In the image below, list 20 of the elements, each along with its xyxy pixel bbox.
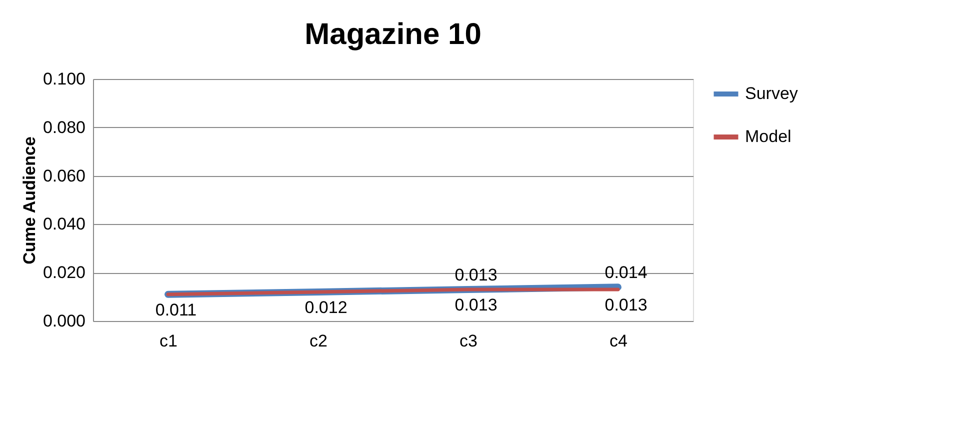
y-tick-label: 0.040 bbox=[42, 214, 86, 234]
y-tick-label: 0.020 bbox=[42, 263, 86, 282]
legend-label: Survey bbox=[745, 84, 798, 103]
y-tick-label: 0.100 bbox=[42, 70, 86, 88]
legend-label: Model bbox=[745, 127, 792, 146]
data-label: 0.013 bbox=[604, 296, 648, 315]
data-label: 0.014 bbox=[604, 263, 648, 282]
data-label: 0.013 bbox=[454, 296, 498, 315]
chart-title: Magazine 10 bbox=[304, 18, 482, 51]
data-label: 0.012 bbox=[304, 298, 348, 317]
y-tick-label: 0.080 bbox=[42, 118, 86, 137]
y-axis-title: Cume Audience bbox=[20, 136, 39, 264]
x-tick-label: c4 bbox=[610, 332, 628, 350]
data-label: 0.011 bbox=[155, 300, 197, 320]
x-tick-label: c1 bbox=[160, 332, 178, 350]
y-tick-label: 0.000 bbox=[42, 312, 86, 330]
y-tick-label: 0.060 bbox=[42, 166, 86, 186]
data-label: 0.013 bbox=[454, 266, 498, 285]
x-tick-label: c2 bbox=[310, 332, 328, 350]
x-tick-label: c3 bbox=[460, 332, 478, 350]
